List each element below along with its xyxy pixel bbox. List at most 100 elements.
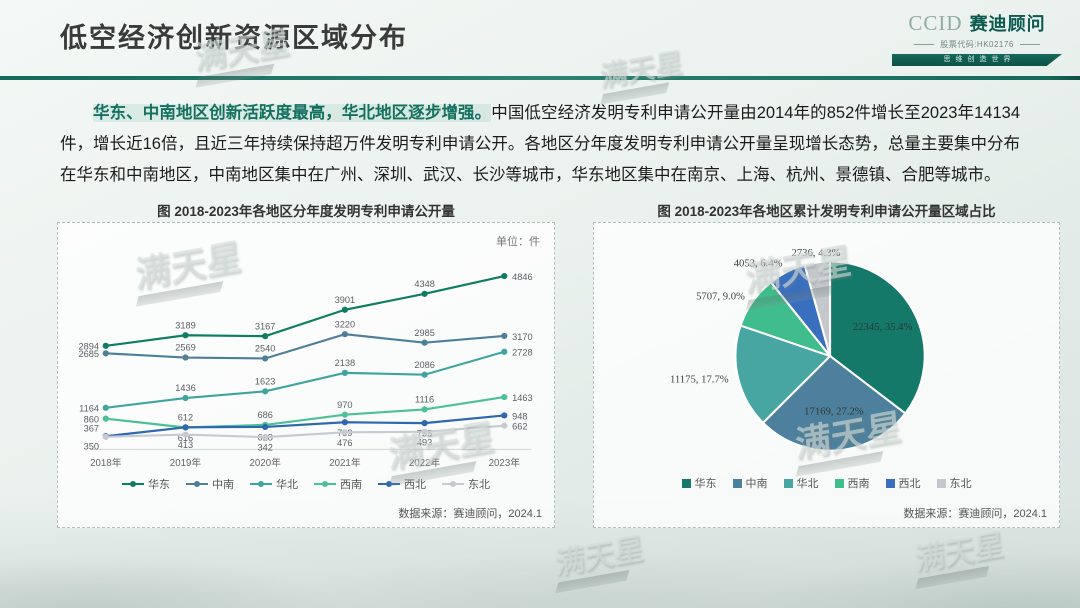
data-label: 476 <box>337 438 352 448</box>
data-point <box>182 431 189 438</box>
data-label: 686 <box>257 410 272 420</box>
data-point <box>262 355 269 362</box>
legend-square-marker <box>732 478 742 488</box>
x-tick-label: 2018年 <box>90 456 122 469</box>
data-point <box>262 388 269 395</box>
data-label: 1623 <box>255 377 276 387</box>
legend-square-marker <box>936 478 946 488</box>
line-chart-title: 图 2018-2023年各地区分年度发明专利申请公开量 <box>157 204 455 219</box>
data-label: 2685 <box>78 349 99 359</box>
data-label: 3170 <box>512 332 533 342</box>
legend-label: 华东 <box>694 478 717 490</box>
data-label: 2569 <box>175 343 196 353</box>
legend-item-line: 西北 <box>378 476 426 492</box>
pie-chart-section: 图 2018-2023年各地区累计发明专利申请公开量区域占比 22345, 35… <box>593 200 1060 528</box>
page-title: 低空经济创新资源区域分布 <box>60 23 408 53</box>
data-point <box>182 354 189 361</box>
data-point <box>102 404 109 411</box>
data-point <box>341 331 348 338</box>
legend-item-pie: 华东 <box>681 475 717 491</box>
data-point <box>501 348 508 355</box>
legend-line-marker <box>314 481 336 487</box>
legend-label: 中南 <box>212 479 234 491</box>
data-label: 413 <box>178 440 193 450</box>
pie-label: 5707, 9.0% <box>696 290 745 302</box>
legend-label: 东北 <box>949 478 972 490</box>
data-point <box>182 424 189 431</box>
pie-label: 4053, 6.4% <box>733 258 782 270</box>
series-line-5 <box>105 424 505 439</box>
data-point <box>421 371 428 378</box>
data-point <box>421 406 428 413</box>
data-point <box>262 333 269 340</box>
stock-code-row: 股票代码:HK02176 <box>892 39 1062 50</box>
data-label: 2086 <box>414 360 435 370</box>
line-chart-legend: 华东 中南 华北 西南 西北 东北 <box>58 475 554 493</box>
data-point <box>102 350 109 357</box>
data-point <box>102 342 109 349</box>
data-point <box>501 272 508 280</box>
data-point <box>501 422 508 429</box>
data-label: 3167 <box>255 321 276 331</box>
data-label: 616 <box>178 433 193 443</box>
legend-item-line: 华北 <box>250 476 298 492</box>
pie-slice-1 <box>761 354 907 452</box>
data-label: 2138 <box>335 358 356 368</box>
data-label: 4846 <box>512 272 533 282</box>
summary-body: 中国低空经济发明专利申请公开量由2014年的852件增长至2023年14134件… <box>60 104 1021 184</box>
pie-chart-legend: 华东 中南 华北 西南 西北 东北 <box>594 474 1059 492</box>
data-label: 860 <box>84 415 99 425</box>
legend-line-marker <box>378 481 400 487</box>
data-point <box>341 306 348 313</box>
data-point <box>182 394 189 402</box>
legend-item-line: 西南 <box>314 476 362 492</box>
legend-label: 西南 <box>847 478 870 490</box>
data-label: 3220 <box>335 319 356 329</box>
legend-label: 东北 <box>468 479 490 491</box>
data-point <box>421 420 428 427</box>
data-label: 970 <box>337 400 352 410</box>
data-label: 367 <box>84 423 99 433</box>
dash-line <box>1019 44 1040 45</box>
legend-line-marker <box>186 481 208 487</box>
x-tick-label: 2021年 <box>329 456 361 469</box>
data-label: 493 <box>417 437 432 447</box>
line-chart: 2018年 2019年 2020年 2021年 2022年 2023年 2894 3189 31… <box>78 272 533 469</box>
data-point <box>501 412 508 419</box>
legend-square-marker <box>681 478 691 488</box>
pie-slice-5 <box>802 260 831 357</box>
legend-label: 华北 <box>276 479 298 491</box>
legend-square-marker <box>885 478 895 488</box>
series-line-0 <box>105 275 505 347</box>
data-label: 4348 <box>414 279 435 289</box>
legend-label: 西北 <box>404 479 426 491</box>
legend-item-pie: 华北 <box>783 475 819 491</box>
brand-logo: CCID 赛迪顾问 股票代码:HK02176 思维创造世界 <box>892 10 1062 66</box>
line-chart-source: 数据来源：赛迪顾问，2024.1 <box>398 508 542 520</box>
line-chart-panel: 单位：件 2018年 2019年 2020年 2021年 2022年 2023年 2894 3… <box>57 222 555 528</box>
data-label: 612 <box>178 413 193 423</box>
pie-label: 22345, 35.4% <box>852 321 912 333</box>
legend-item-pie: 东北 <box>936 475 972 491</box>
legend-line-marker <box>250 481 272 487</box>
data-label: 2540 <box>255 344 276 354</box>
pie-label: 11175, 17.7% <box>669 374 728 386</box>
data-point <box>262 423 269 431</box>
slide-header: 低空经济创新资源区域分布 CCID 赛迪顾问 股票代码:HK02176 思维创造… <box>0 0 1080 76</box>
data-point <box>182 332 189 339</box>
data-point <box>501 393 508 401</box>
data-label: 2985 <box>414 328 435 338</box>
legend-item-pie: 西南 <box>834 475 870 491</box>
brand-logo-en: CCID <box>908 11 963 35</box>
data-label: 1116 <box>415 395 434 405</box>
stock-code: 股票代码:HK02176 <box>940 40 1014 49</box>
pie-slice-2 <box>733 324 832 425</box>
series-line-3 <box>105 396 505 429</box>
legend-line-marker <box>122 481 144 487</box>
header-divider <box>0 76 1080 80</box>
data-point <box>341 411 348 418</box>
data-label: 350 <box>84 441 99 451</box>
data-point <box>501 332 508 340</box>
data-label: 662 <box>512 422 527 432</box>
dash-line <box>914 44 935 45</box>
